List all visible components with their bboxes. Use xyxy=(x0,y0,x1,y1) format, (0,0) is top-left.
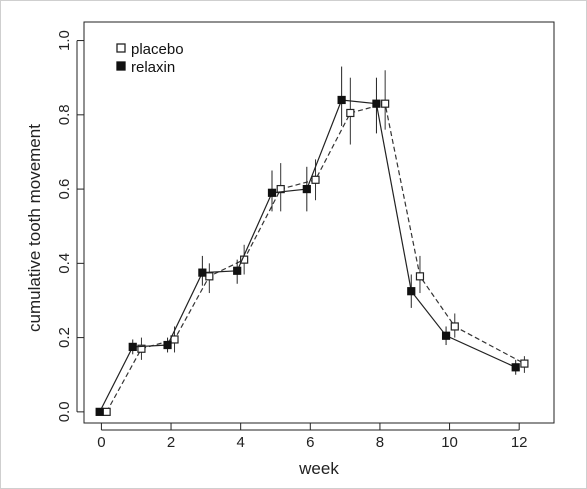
x-tick-label: 10 xyxy=(441,434,458,451)
x-tick-label: 4 xyxy=(236,434,244,451)
relaxin-point xyxy=(128,342,137,351)
placebo-point xyxy=(346,108,355,118)
series-placebo xyxy=(102,70,529,416)
relaxin-point xyxy=(163,340,172,350)
placebo-point xyxy=(170,335,179,344)
relaxin-point xyxy=(233,266,242,275)
placebo-point xyxy=(311,175,320,184)
placebo-point xyxy=(381,99,390,108)
y-tick-label: 0.2 xyxy=(56,327,73,348)
x-tick-label: 0 xyxy=(97,434,105,451)
y-axis-label: cumulative tooth movement xyxy=(25,124,44,332)
placebo-point xyxy=(276,184,285,194)
placebo-point xyxy=(415,272,425,281)
placebo-point xyxy=(205,272,214,281)
relaxin-point xyxy=(407,287,416,296)
legend-placebo-label: placebo xyxy=(131,41,184,58)
legend-placebo-marker xyxy=(116,43,126,53)
relaxin-point xyxy=(267,188,277,197)
legend: placebo relaxin xyxy=(116,41,184,76)
relaxin-point xyxy=(511,363,520,372)
relaxin-line xyxy=(99,99,516,413)
placebo-point xyxy=(450,322,459,331)
series-layer xyxy=(95,66,529,416)
plot-frame xyxy=(83,21,555,424)
x-tick-label: 12 xyxy=(511,434,528,451)
relaxin-point xyxy=(372,99,381,108)
relaxin-point xyxy=(337,95,346,105)
y-tick-label: 0.4 xyxy=(56,253,73,274)
placebo-point xyxy=(520,359,529,368)
placebo-line xyxy=(106,102,525,413)
x-tick-label: 6 xyxy=(306,434,314,451)
legend-relaxin-label: relaxin xyxy=(131,59,175,76)
relaxin-point xyxy=(95,407,104,416)
y-tick-label: 1.0 xyxy=(56,30,73,51)
series-relaxin xyxy=(95,66,520,416)
y-tick-label: 0.8 xyxy=(56,104,73,125)
x-tick-label: 8 xyxy=(376,434,384,451)
axis-layer: 0 2 4 6 8 10 12 0.0 0.2 0.4 0.6 0.8 1.0 xyxy=(56,30,528,451)
relaxin-point xyxy=(441,331,451,340)
x-tick-label: 2 xyxy=(167,434,175,451)
placebo-point xyxy=(102,407,111,416)
relaxin-point xyxy=(198,268,207,277)
y-tick-label: 0.0 xyxy=(56,401,73,422)
x-axis-label: week xyxy=(298,459,339,478)
legend-relaxin-marker xyxy=(116,61,126,71)
relaxin-point xyxy=(302,184,311,194)
placebo-point xyxy=(137,344,146,353)
y-tick-label: 0.6 xyxy=(56,179,73,200)
